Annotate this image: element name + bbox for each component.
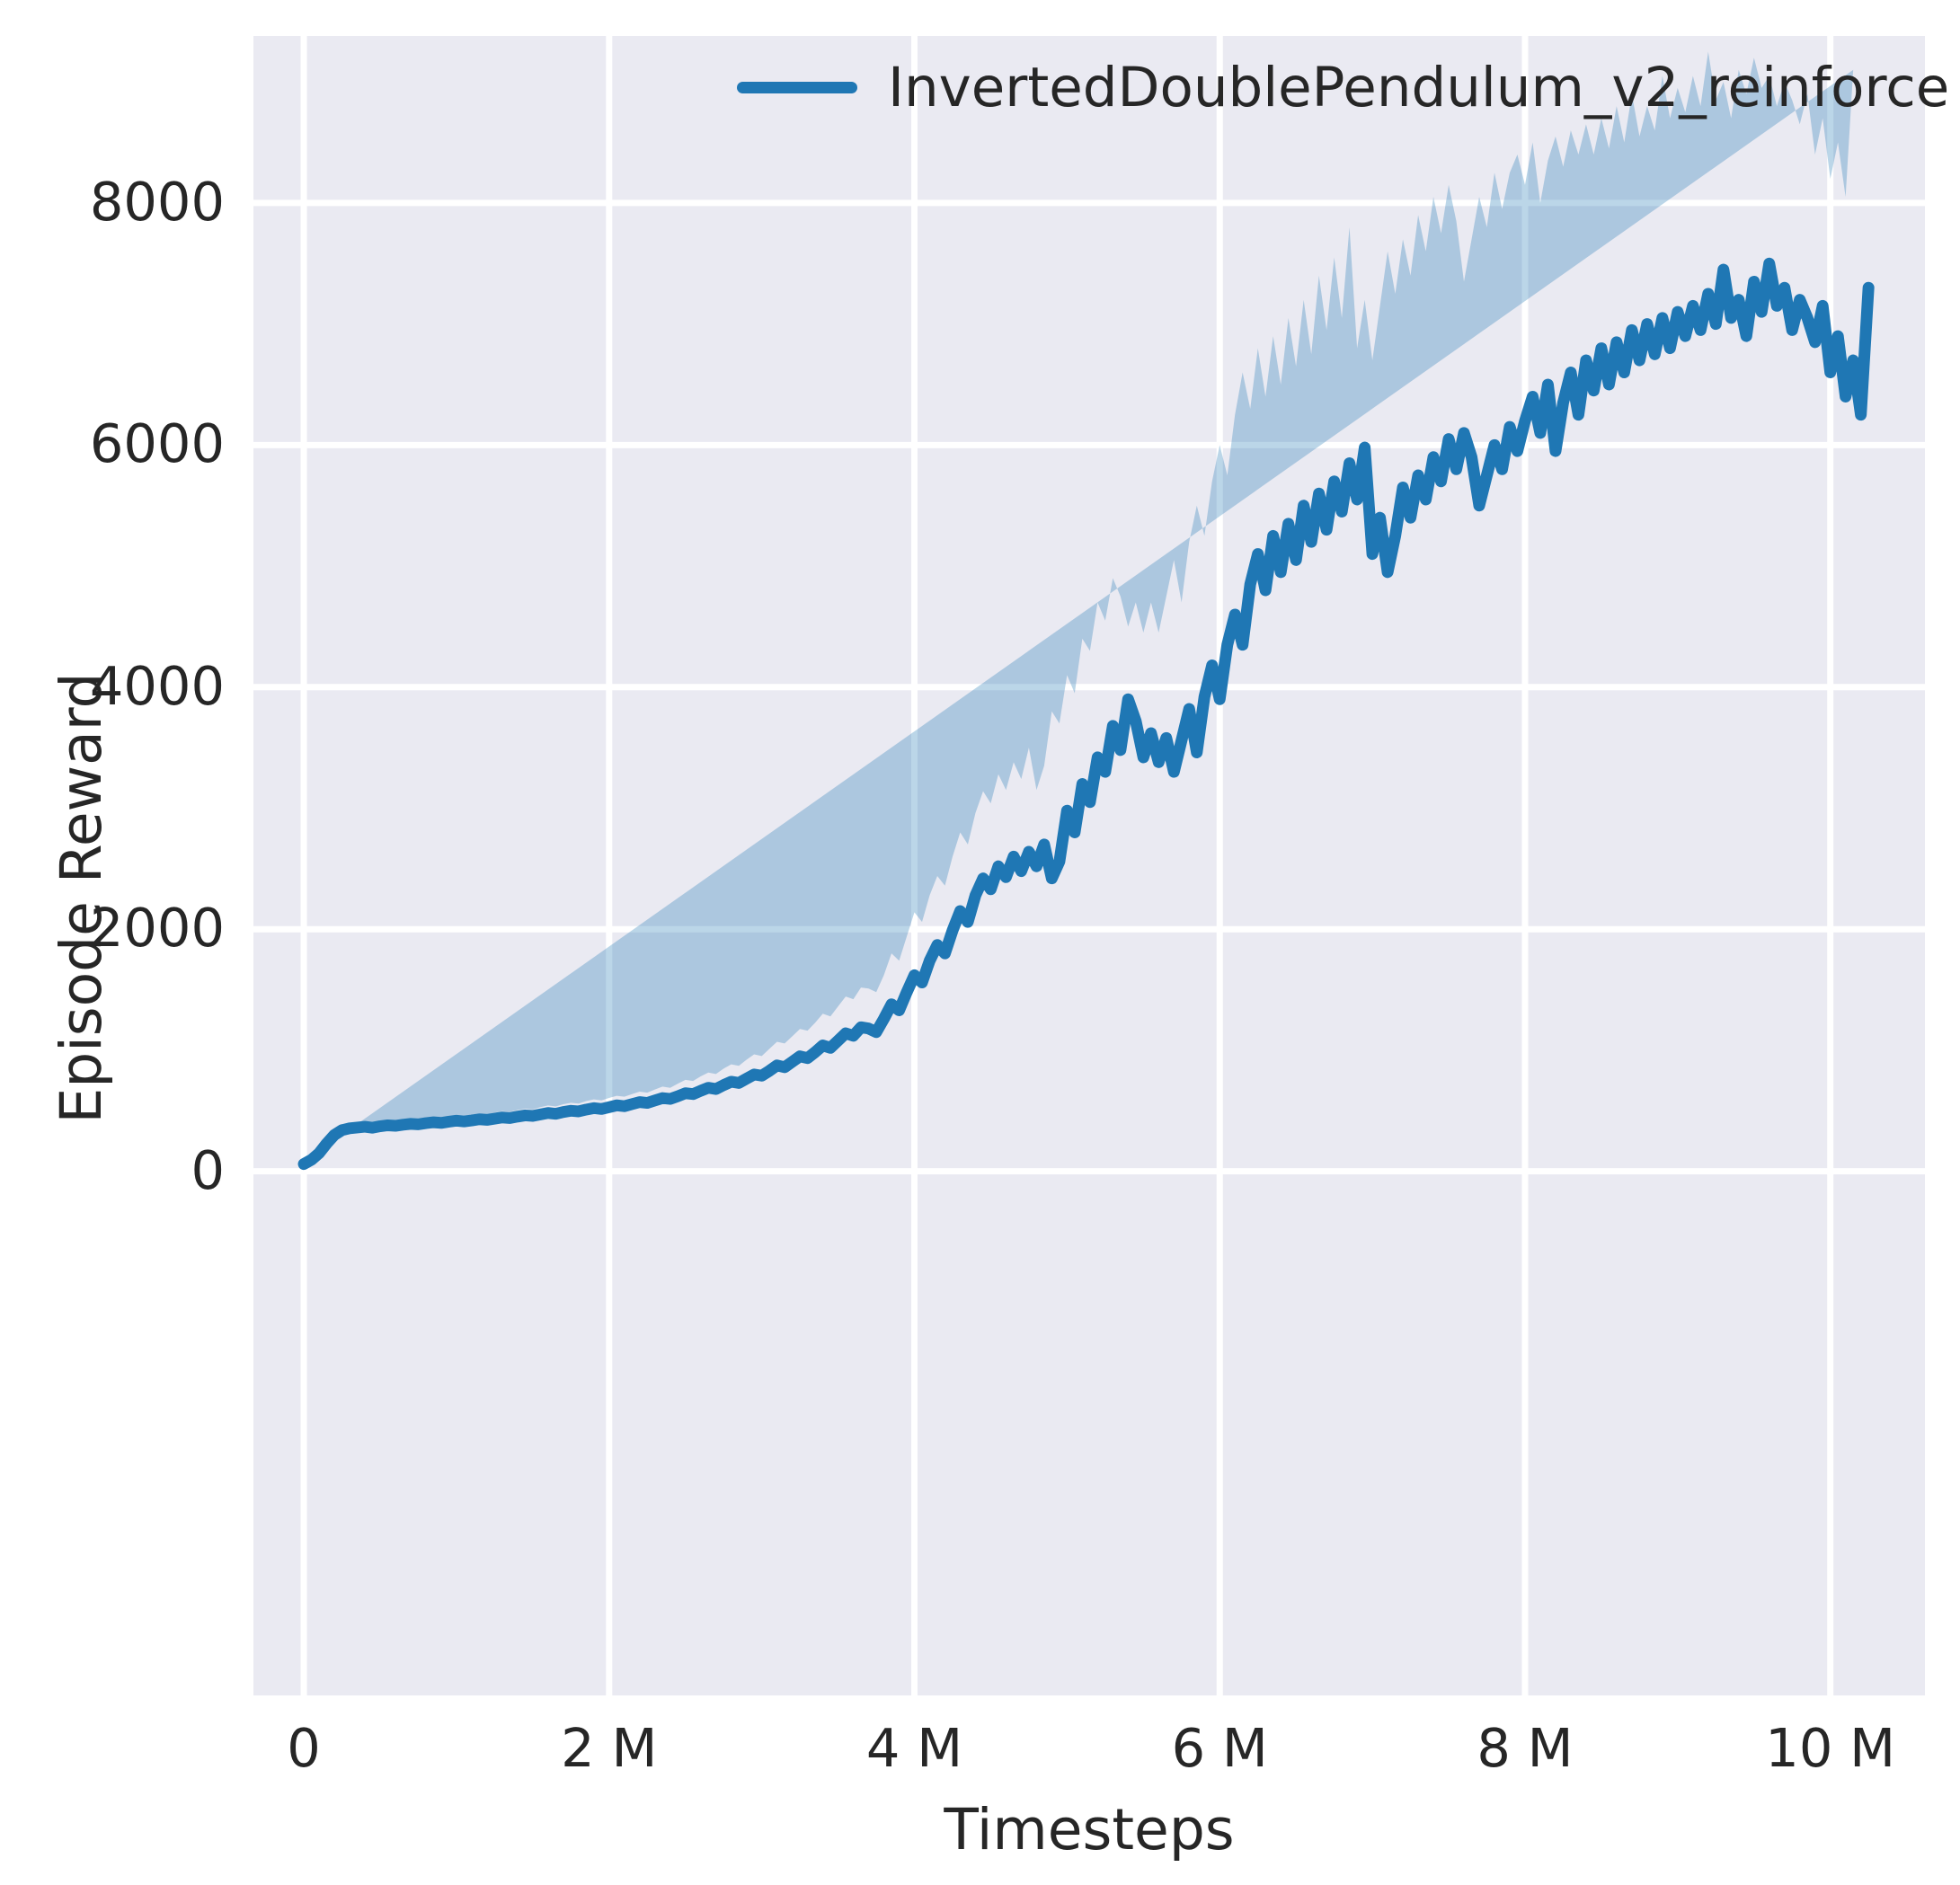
x-axis-tick-label: 2 M: [561, 1717, 658, 1779]
y-axis-tick-label: 6000: [89, 412, 225, 475]
y-axis-tick-label: 8000: [89, 170, 225, 233]
x-axis-tick-label: 8 M: [1477, 1717, 1574, 1779]
mean-line: [297, 257, 1875, 1171]
x-axis-tick-label: 4 M: [865, 1717, 963, 1779]
y-axis-label: Episode Reward: [49, 672, 114, 1124]
confidence-band: [304, 51, 1854, 1162]
x-axis-tick-label: 0: [287, 1717, 321, 1779]
x-axis-tick-label: 6 M: [1171, 1717, 1268, 1779]
chart-data-canvas: [297, 51, 1875, 1171]
y-axis-tick-label: 4000: [89, 654, 225, 717]
plot-area: [253, 36, 1925, 1695]
legend-line-swatch: [737, 82, 857, 93]
legend: InvertedDoublePendulum_v2_reinforce (10): [737, 56, 1960, 119]
x-axis-tick-label: 10 M: [1765, 1717, 1896, 1779]
x-axis-label: Timesteps: [944, 1797, 1235, 1863]
legend-label: InvertedDoublePendulum_v2_reinforce (10): [888, 56, 1960, 119]
y-axis-tick-label: 2000: [89, 897, 225, 960]
y-axis-tick-label: 0: [191, 1138, 225, 1201]
